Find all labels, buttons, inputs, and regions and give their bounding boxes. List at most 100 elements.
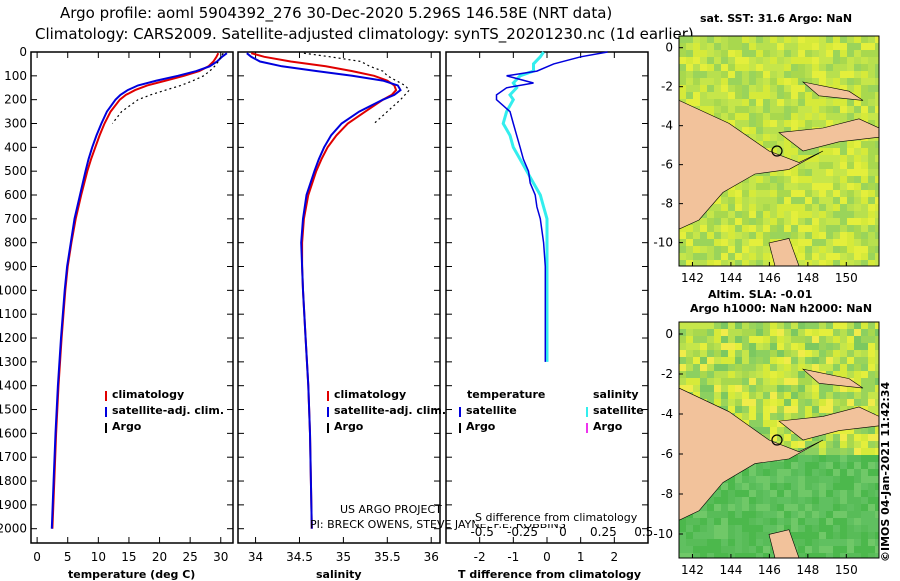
sst-cell: [791, 483, 798, 490]
sst-cell: [714, 364, 721, 371]
lon-tick-label: 148: [796, 563, 819, 577]
sst-cell: [798, 239, 805, 246]
sst-cell: [847, 148, 854, 155]
sst-cell: [819, 546, 826, 553]
sst-cell: [686, 385, 693, 392]
sst-cell: [756, 532, 763, 539]
sst-cell: [847, 336, 854, 343]
sst-cell: [728, 253, 735, 260]
sst-cell: [861, 99, 868, 106]
sst-cell: [756, 511, 763, 518]
sst-cell: [805, 64, 812, 71]
sst-cell: [756, 197, 763, 204]
sst-cell: [721, 253, 728, 260]
sst-cell: [728, 350, 735, 357]
sst-cell: [854, 64, 861, 71]
sst-cell: [805, 553, 812, 558]
sst-cell: [742, 120, 749, 127]
sst-cell: [700, 253, 707, 260]
sst-cell: [798, 469, 805, 476]
sst-cell: [875, 190, 879, 197]
sst-cell: [812, 448, 819, 455]
sst-cell: [756, 378, 763, 385]
s-diff-label: S difference from climatology: [475, 511, 638, 524]
sst-cell: [777, 427, 784, 434]
sst-cell: [868, 364, 875, 371]
sst-cell: [840, 239, 847, 246]
land-new-ireland: [801, 368, 864, 389]
sst-cell: [770, 385, 777, 392]
sst-cell: [770, 378, 777, 385]
sst-cell: [777, 218, 784, 225]
sst-cell: [700, 532, 707, 539]
sst-cell: [749, 462, 756, 469]
s-tick-label: 0.5: [634, 525, 653, 539]
y-tick-label: 1900: [0, 498, 27, 512]
sst-cell: [749, 483, 756, 490]
sst-cell: [735, 92, 742, 99]
legend-satellite-sal: satellite-adj. clim.: [334, 404, 447, 417]
sst-cell: [721, 50, 728, 57]
sst-cell: [749, 218, 756, 225]
sst-cell: [812, 322, 819, 329]
sst-cell: [763, 197, 770, 204]
sst-cell: [791, 462, 798, 469]
sst-cell: [819, 336, 826, 343]
sst-cell: [791, 469, 798, 476]
sst-cell: [749, 546, 756, 553]
sst-cell: [854, 476, 861, 483]
sst-cell: [707, 232, 714, 239]
sst-cell: [784, 483, 791, 490]
sst-cell: [679, 553, 686, 558]
sst-cell: [714, 239, 721, 246]
lon-tick-label: 142: [681, 563, 704, 577]
sst-cell: [819, 483, 826, 490]
sst-cell: [784, 406, 791, 413]
sst-cell: [721, 490, 728, 497]
sst-cell: [791, 364, 798, 371]
sst-cell: [875, 36, 879, 43]
sst-cell: [749, 511, 756, 518]
sst-cell: [847, 246, 854, 253]
sst-cell: [770, 71, 777, 78]
sst-cell: [728, 64, 735, 71]
sst-cell: [770, 490, 777, 497]
sst-cell: [700, 392, 707, 399]
sst-cell: [868, 106, 875, 113]
sst-cell: [700, 511, 707, 518]
sst-cell: [854, 462, 861, 469]
sst-cell: [728, 399, 735, 406]
sst-cell: [854, 539, 861, 546]
sst-cell: [812, 553, 819, 558]
sst-cell: [819, 169, 826, 176]
sst-cell: [798, 490, 805, 497]
sst-cell: [854, 78, 861, 85]
sst-cell: [686, 43, 693, 50]
sst-cell: [868, 511, 875, 518]
sst-cell: [833, 155, 840, 162]
sst-cell: [798, 169, 805, 176]
sst-cell: [861, 462, 868, 469]
sst-cell: [826, 99, 833, 106]
sst-cell: [763, 232, 770, 239]
sst-cell: [854, 183, 861, 190]
sst-cell: [756, 92, 763, 99]
sst-cell: [756, 225, 763, 232]
sst-cell: [826, 392, 833, 399]
sst-cell: [868, 85, 875, 92]
sst-cell: [686, 78, 693, 85]
sst-cell: [784, 64, 791, 71]
sst-cell: [847, 50, 854, 57]
sst-cell: [693, 525, 700, 532]
sst-cell: [868, 532, 875, 539]
sst-cell: [791, 378, 798, 385]
sst-cell: [791, 50, 798, 57]
sst-cell: [784, 434, 791, 441]
sst-cell: [742, 532, 749, 539]
sst-cell: [763, 190, 770, 197]
title-line-1: Argo profile: aoml 5904392_276 30-Dec-20…: [60, 4, 613, 22]
sst-cell: [840, 322, 847, 329]
sst-cell: [742, 546, 749, 553]
sst-cell: [700, 50, 707, 57]
sst-cell: [770, 78, 777, 85]
